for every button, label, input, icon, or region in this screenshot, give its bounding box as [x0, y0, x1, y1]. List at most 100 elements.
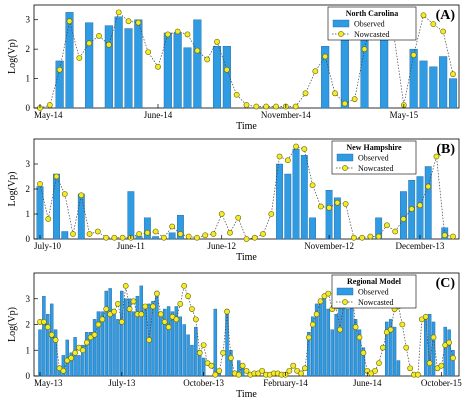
- observed-bar: [143, 217, 151, 240]
- nowcasted-point: [317, 298, 324, 305]
- nowcasted-point: [53, 173, 60, 180]
- y-axis-label: Log(Vp): [7, 172, 18, 207]
- nowcasted-point: [243, 236, 250, 242]
- nowcasted-point: [298, 370, 304, 377]
- nowcasted-point: [332, 90, 338, 97]
- legend-nowcasted-label: Nowcasted: [358, 298, 394, 307]
- nowcasted-point: [273, 103, 279, 110]
- nowcasted-point: [196, 349, 203, 356]
- nowcasted-point: [126, 306, 133, 312]
- nowcasted-point: [293, 143, 299, 150]
- nowcasted-point: [41, 319, 47, 325]
- nowcasted-point: [302, 90, 309, 97]
- observed-bar: [178, 316, 182, 377]
- nowcasted-point: [202, 232, 209, 239]
- observed-bar: [326, 308, 331, 377]
- nowcasted-point: [286, 367, 293, 374]
- x-tick-label: May-13: [34, 378, 63, 388]
- observed-bar: [431, 321, 436, 377]
- nowcasted-point: [105, 41, 112, 48]
- observed-bar: [427, 314, 432, 377]
- nowcasted-point: [233, 91, 240, 98]
- observed-bar: [448, 78, 458, 109]
- nowcasted-point: [325, 290, 332, 297]
- x-tick-label: October-15: [421, 378, 462, 388]
- x-tick-label: May-15: [390, 110, 419, 120]
- nowcasted-point: [292, 103, 299, 110]
- observed-bar: [53, 173, 60, 240]
- observed-bar: [333, 197, 341, 240]
- nowcasted-point: [86, 231, 93, 237]
- nowcasted-point: [46, 102, 53, 108]
- y-tick-label: 2: [26, 320, 31, 330]
- nowcasted-point: [337, 326, 343, 333]
- nowcasted-point: [239, 362, 246, 369]
- x-tick-label: October-13: [183, 378, 224, 388]
- legend-title: New Hampshire: [346, 143, 402, 152]
- nowcasted-point: [407, 365, 414, 372]
- legend-title: Regional Model: [347, 277, 402, 286]
- observed-bar: [322, 295, 327, 377]
- nowcasted-point: [227, 229, 233, 236]
- nowcasted-point: [103, 306, 110, 312]
- x-tick-label: June-12: [207, 241, 236, 251]
- nowcasted-point: [91, 331, 98, 338]
- nowcasted-point: [185, 233, 192, 240]
- nowcasted-point: [450, 233, 456, 240]
- observed-bar: [69, 352, 73, 377]
- nowcasted-point: [290, 362, 297, 369]
- nowcasted-point: [309, 321, 316, 328]
- x-tick-label: February-14: [263, 378, 308, 388]
- nowcasted-point: [403, 344, 410, 351]
- nowcasted-point: [48, 331, 55, 338]
- observed-bar: [104, 25, 113, 109]
- nowcasted-point: [66, 18, 73, 25]
- nowcasted-point: [78, 192, 85, 199]
- observed-bar: [321, 46, 330, 109]
- observed-bar: [166, 306, 171, 377]
- legend-title: North Carolina: [346, 9, 399, 18]
- y-tick-label: 1: [26, 209, 31, 219]
- legend-observed-swatch: [336, 153, 354, 162]
- nowcasted-point: [144, 229, 151, 236]
- observed-bar: [170, 311, 175, 377]
- nowcasted-point: [70, 231, 76, 237]
- x-tick-label: June-11: [117, 241, 145, 251]
- nowcasted-point: [351, 96, 358, 103]
- nowcasted-point: [305, 334, 312, 341]
- observed-bar: [325, 190, 333, 240]
- observed-bar: [353, 319, 358, 377]
- nowcasted-point: [60, 367, 67, 374]
- observed-bar: [330, 329, 334, 377]
- nowcasted-point: [138, 311, 145, 318]
- nowcasted-point: [52, 337, 59, 343]
- x-axis-label: Time: [236, 252, 257, 263]
- nowcasted-point: [301, 146, 308, 152]
- legend-nowcasted-label: Nowcasted: [358, 164, 394, 173]
- observed-bar: [212, 46, 222, 109]
- nowcasted-point: [135, 19, 142, 26]
- nowcasted-point: [184, 31, 191, 38]
- x-tick-label: July-13: [108, 378, 136, 388]
- nowcasted-point: [165, 324, 172, 330]
- observed-bar: [194, 326, 198, 377]
- observed-bar: [85, 22, 94, 109]
- nowcasted-point: [204, 56, 211, 63]
- nowcasted-point: [263, 103, 270, 110]
- nowcasted-point: [260, 231, 266, 237]
- nowcasted-point: [214, 38, 220, 45]
- x-axis-label: Time: [236, 121, 257, 132]
- nowcasted-point: [119, 234, 126, 241]
- y-tick-label: 2: [26, 44, 31, 54]
- y-tick-label: 0: [26, 103, 31, 113]
- nowcasted-point: [410, 52, 417, 58]
- observed-bar: [419, 60, 428, 109]
- observed-bar: [400, 191, 407, 240]
- observed-bar: [311, 316, 315, 377]
- observed-bar: [134, 19, 143, 109]
- nowcasted-point: [68, 355, 75, 361]
- nowcasted-point: [122, 282, 129, 289]
- nowcasted-point: [446, 339, 452, 346]
- nowcasted-point: [341, 100, 348, 107]
- observed-bar: [380, 38, 389, 109]
